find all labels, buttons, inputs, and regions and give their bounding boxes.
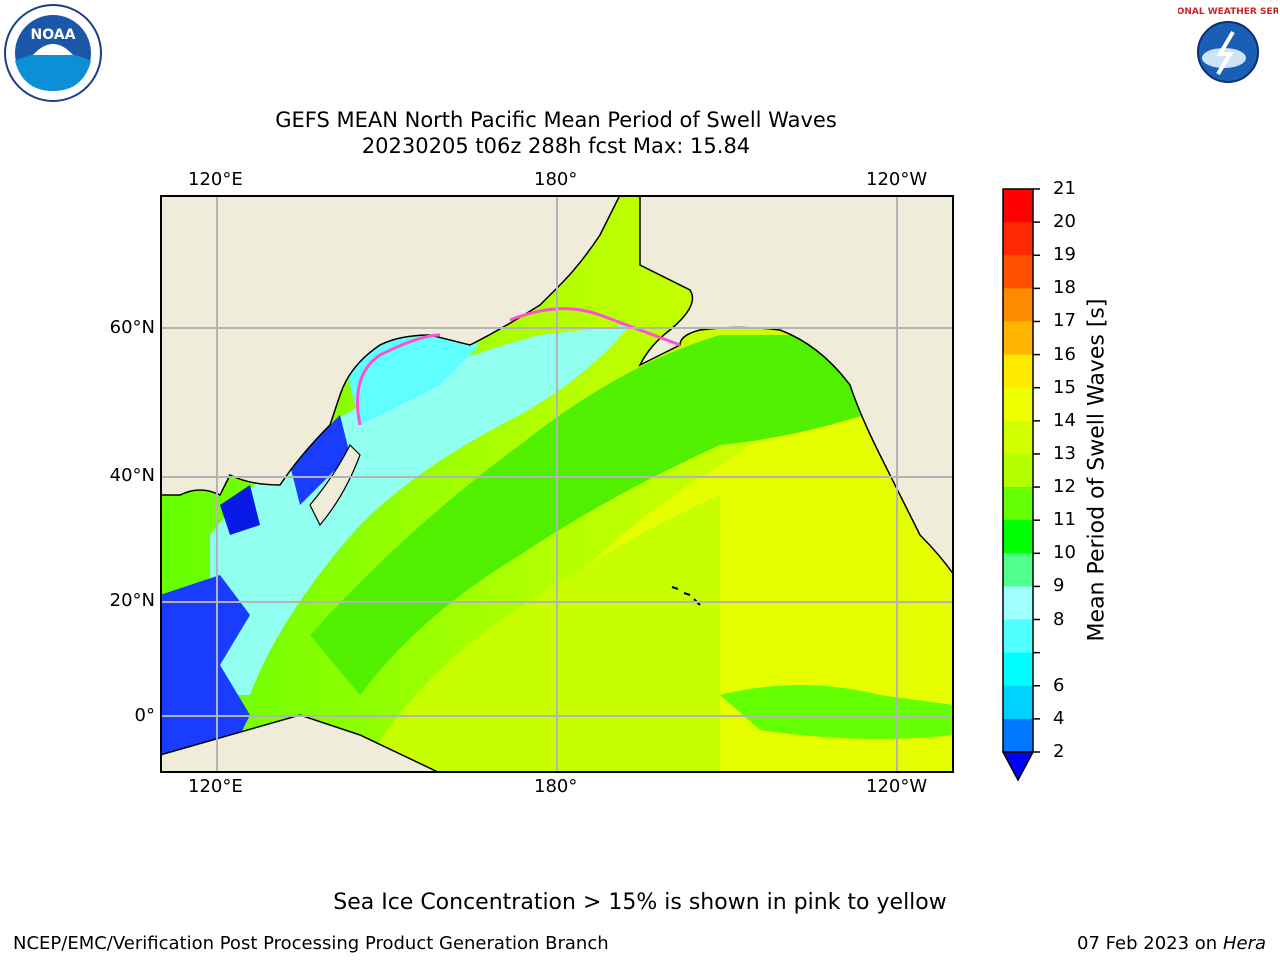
- colorbar-segment: [1003, 553, 1033, 587]
- colorbar-segment: [1003, 685, 1033, 720]
- ocean-field-mid-period: [360, 495, 720, 773]
- swell-period-map: [160, 195, 954, 773]
- footer-credit: NCEP/EMC/Verification Post Processing Pr…: [13, 933, 609, 954]
- colorbar-tick-label: 14: [1053, 409, 1076, 431]
- colorbar-tick-label: 8: [1053, 608, 1065, 630]
- colorbar-segment: [1003, 652, 1033, 687]
- ocean-field-japan-sea: [290, 415, 350, 505]
- sea-ice-edge-okhotsk: [356, 333, 441, 426]
- land-maritime-asia: [160, 714, 441, 773]
- colorbar-tick-label: 15: [1053, 376, 1076, 398]
- ocean-field-equatorial: [720, 685, 954, 739]
- sea-ice-edge-bering: [509, 307, 681, 347]
- colorbar-tick-label: 13: [1053, 442, 1076, 464]
- land-japan: [309, 443, 361, 527]
- map-frame: [160, 195, 954, 773]
- lon-label-bottom-120w: 120°W: [866, 776, 928, 797]
- lon-label-bottom-120e: 120°E: [188, 776, 243, 797]
- footer-date-text: 07 Feb 2023 on: [1077, 933, 1218, 954]
- colorbar-segment: [1003, 222, 1033, 256]
- colorbar-segment: [1003, 255, 1033, 289]
- colorbar-tick-label: 6: [1053, 674, 1065, 696]
- colorbar-tick-label: 11: [1053, 509, 1076, 531]
- colorbar-tick-label: 20: [1053, 211, 1076, 233]
- colorbar-tick-label: 10: [1053, 542, 1076, 564]
- lon-label-top-180: 180°: [534, 169, 578, 190]
- lat-label-0: 0°: [134, 705, 155, 726]
- colorbar-tick-label: 18: [1053, 277, 1076, 299]
- colorbar-tick-label: 2: [1053, 741, 1065, 762]
- colorbar-tick-label: 16: [1053, 343, 1076, 365]
- colorbar-segment: [1003, 586, 1033, 621]
- sea-ice-note: Sea Ice Concentration > 15% is shown in …: [333, 890, 947, 915]
- colorbar-tick-label: 17: [1053, 310, 1076, 332]
- colorbar-segment: [1003, 288, 1033, 322]
- colorbar-label: Mean Period of Swell Waves [s]: [1084, 298, 1110, 642]
- colorbar-segment: [1003, 718, 1033, 753]
- ocean-field-blue-sw: [160, 575, 250, 755]
- colorbar-tick-label: 21: [1053, 178, 1076, 199]
- nws-logo: NATIONAL WEATHER SERVICE: [1178, 4, 1278, 100]
- lat-label-60n: 60°N: [109, 317, 155, 338]
- ocean-field-cyan: [210, 325, 630, 695]
- colorbar-tick-label: 12: [1053, 476, 1076, 498]
- colorbar-tick-label: 4: [1053, 707, 1065, 729]
- lon-label-bottom-180: 180°: [534, 776, 578, 797]
- colorbar-segment: [1003, 619, 1033, 654]
- colorbar-segment: [1003, 321, 1033, 356]
- chart-title: GEFS MEAN North Pacific Mean Period of S…: [275, 108, 837, 132]
- colorbar-tick-label: 19: [1053, 244, 1076, 266]
- colorbar-segment: [1003, 189, 1033, 223]
- colorbar-segment: [1003, 453, 1033, 488]
- land-asia: [160, 195, 621, 497]
- lon-label-top-120w: 120°W: [866, 169, 928, 190]
- colorbar-tick-label: 9: [1053, 575, 1065, 597]
- colorbar-segment: [1003, 487, 1033, 521]
- colorbar-extend-triangle: [1001, 751, 1035, 782]
- noaa-logo-text: NOAA: [31, 27, 76, 43]
- colorbar: [1001, 188, 1040, 782]
- ocean-field-green-band: [310, 335, 920, 695]
- colorbar-segment: [1003, 387, 1033, 422]
- lat-label-20n: 20°N: [109, 590, 155, 611]
- colorbar-segment: [1003, 354, 1033, 389]
- ocean-field-yellow-sea: [220, 485, 260, 535]
- lon-label-top-120e: 120°E: [188, 169, 243, 190]
- footer-host: Hera: [1222, 933, 1266, 954]
- footer-date: 07 Feb 2023 on Hera: [1077, 933, 1266, 954]
- chart-subtitle: 20230205 t06z 288h fcst Max: 15.84: [361, 134, 751, 158]
- noaa-logo: NOAA: [4, 4, 102, 102]
- colorbar-segment: [1003, 520, 1033, 554]
- nws-logo-text: NATIONAL WEATHER SERVICE: [1178, 7, 1278, 17]
- colorbar-segment: [1003, 420, 1033, 455]
- graticule: [160, 195, 954, 773]
- lat-label-40n: 40°N: [109, 465, 155, 486]
